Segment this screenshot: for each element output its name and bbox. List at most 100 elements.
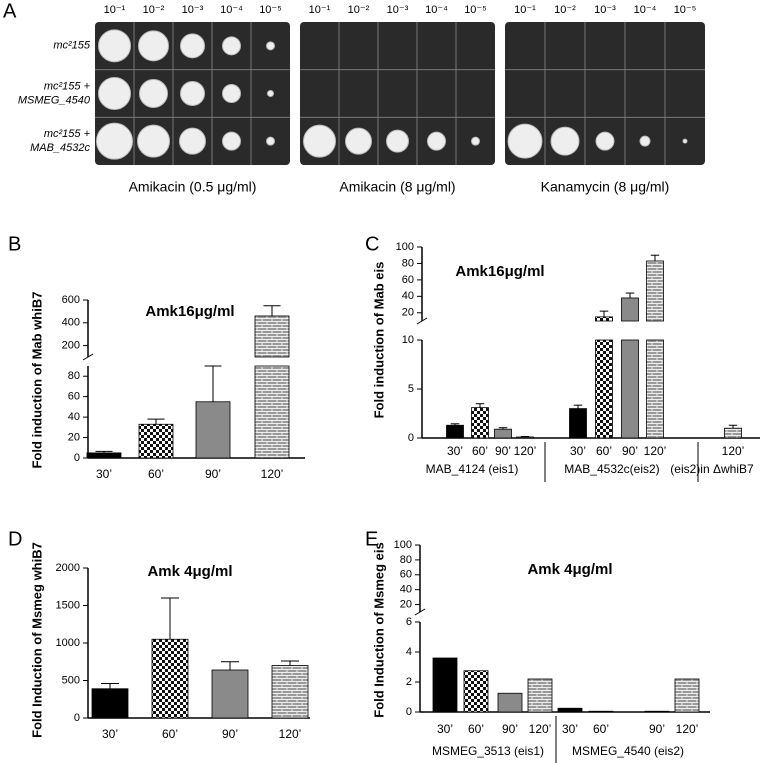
- dilution-label: 10⁻³: [182, 4, 204, 16]
- x-tick-label: 30’: [96, 467, 112, 481]
- bar: [621, 297, 639, 439]
- colony-spot: [98, 29, 131, 63]
- bar: [271, 665, 309, 719]
- axis-break: [416, 317, 428, 325]
- condition-label: Kanamycin (8 μg/ml): [541, 179, 670, 195]
- group-label: MAB_4124 (eis1): [426, 462, 519, 476]
- error-bar: [204, 365, 222, 402]
- x-tick-label: 30’: [570, 444, 586, 458]
- panel-letter: E: [365, 528, 378, 550]
- y-tick-label: 40: [400, 584, 412, 596]
- bar-segment: [588, 710, 614, 713]
- y-tick-label: 2: [406, 676, 412, 688]
- colony-spot: [137, 124, 170, 158]
- x-tick-label: 90’: [205, 467, 221, 481]
- colony-spot: [386, 129, 409, 153]
- y-tick-label: 600: [62, 294, 80, 306]
- group-label: MSMEG_3513 (eis1): [432, 744, 544, 758]
- y-tick-label: 80: [400, 554, 412, 566]
- panel-letter: B: [8, 233, 21, 255]
- chart-title: Amk16μg/ml: [145, 303, 234, 320]
- bar: [195, 401, 231, 459]
- bar: [644, 710, 670, 713]
- panel-letter: C: [365, 233, 379, 255]
- dilution-label: 10⁻²: [143, 4, 165, 16]
- colony-spot: [507, 123, 543, 159]
- error-bar: [728, 424, 738, 429]
- bar: [516, 436, 534, 439]
- bar-segment: [254, 365, 290, 459]
- bar-segment: [138, 423, 174, 459]
- y-tick-label: 20: [402, 307, 414, 319]
- colony-spot: [222, 36, 241, 56]
- bar: [595, 316, 613, 439]
- x-tick-label: 30’: [447, 444, 463, 458]
- colony-spot: [222, 84, 241, 103]
- error-bar: [95, 450, 113, 453]
- x-tick-label: 90’: [622, 444, 638, 458]
- y-tick-label: 0: [406, 706, 412, 718]
- bar: [646, 260, 664, 439]
- bar: [527, 678, 553, 713]
- bar-segment: [497, 692, 523, 713]
- bar: [211, 669, 249, 719]
- y-axis-label: Fold induction of Mab whiB7: [29, 292, 44, 469]
- y-tick-label: 40: [68, 411, 80, 423]
- bar-segment: [271, 665, 309, 719]
- bar-segment: [595, 339, 613, 439]
- bar-segment: [646, 339, 664, 439]
- y-tick-label: 6: [406, 616, 412, 628]
- panel-letter: A: [3, 0, 17, 22]
- x-tick-label: 120’: [644, 444, 667, 458]
- colony-spot: [139, 79, 168, 108]
- error-bar: [650, 254, 660, 261]
- x-tick-label: 30’: [437, 722, 453, 736]
- bar: [674, 678, 700, 713]
- error-bar: [161, 597, 179, 640]
- bar-segment: [646, 260, 664, 322]
- bar: [446, 424, 464, 439]
- error-bar: [281, 660, 299, 666]
- y-tick-label: 80: [68, 370, 80, 382]
- bar-segment: [674, 678, 700, 713]
- dilution-label: 10⁻³: [387, 4, 409, 16]
- bar: [494, 428, 512, 439]
- y-axis-label: Fold induction of Mab eis: [371, 262, 386, 419]
- dilution-label: 10⁻¹: [104, 4, 126, 16]
- bar-segment: [151, 638, 189, 719]
- x-tick-label: 120’: [676, 722, 699, 736]
- strain-label: mc²155: [53, 40, 91, 52]
- axis-break: [82, 353, 94, 361]
- condition-label: Amikacin (8 μg/ml): [339, 179, 455, 195]
- x-tick-label: 120’: [279, 727, 302, 741]
- y-tick-label: 2000: [56, 562, 80, 574]
- colony-spot: [222, 131, 241, 151]
- bar: [588, 710, 614, 713]
- x-tick-label: 60’: [148, 467, 164, 481]
- bar: [138, 423, 174, 459]
- chart-title: Amk16μg/ml: [455, 263, 544, 280]
- bar: [569, 408, 587, 439]
- dilution-label: 10⁻¹: [309, 4, 331, 16]
- bar-segment: [254, 315, 290, 358]
- y-tick-label: 100: [394, 539, 412, 551]
- bar-segment: [463, 670, 489, 713]
- bar-segment: [724, 427, 742, 439]
- colony-spot: [266, 41, 275, 51]
- x-tick-label: 120’: [514, 444, 537, 458]
- bar-segment: [557, 707, 583, 713]
- error-bar: [450, 423, 460, 426]
- group-label: MAB_4532c(eis2): [564, 462, 659, 476]
- condition-label: Amikacin (0.5 μg/ml): [129, 179, 257, 195]
- colony-spot: [267, 90, 274, 97]
- error-bar: [599, 310, 609, 317]
- y-tick-label: 20: [68, 431, 80, 443]
- error-bar: [573, 404, 583, 409]
- dilution-label: 10⁻⁵: [464, 4, 487, 16]
- error-bar: [101, 683, 119, 689]
- colony-spot: [595, 131, 615, 151]
- bar-segment: [527, 678, 553, 713]
- colony-spot: [180, 81, 205, 106]
- dilution-label: 10⁻⁴: [425, 4, 448, 16]
- error-bar: [263, 305, 281, 316]
